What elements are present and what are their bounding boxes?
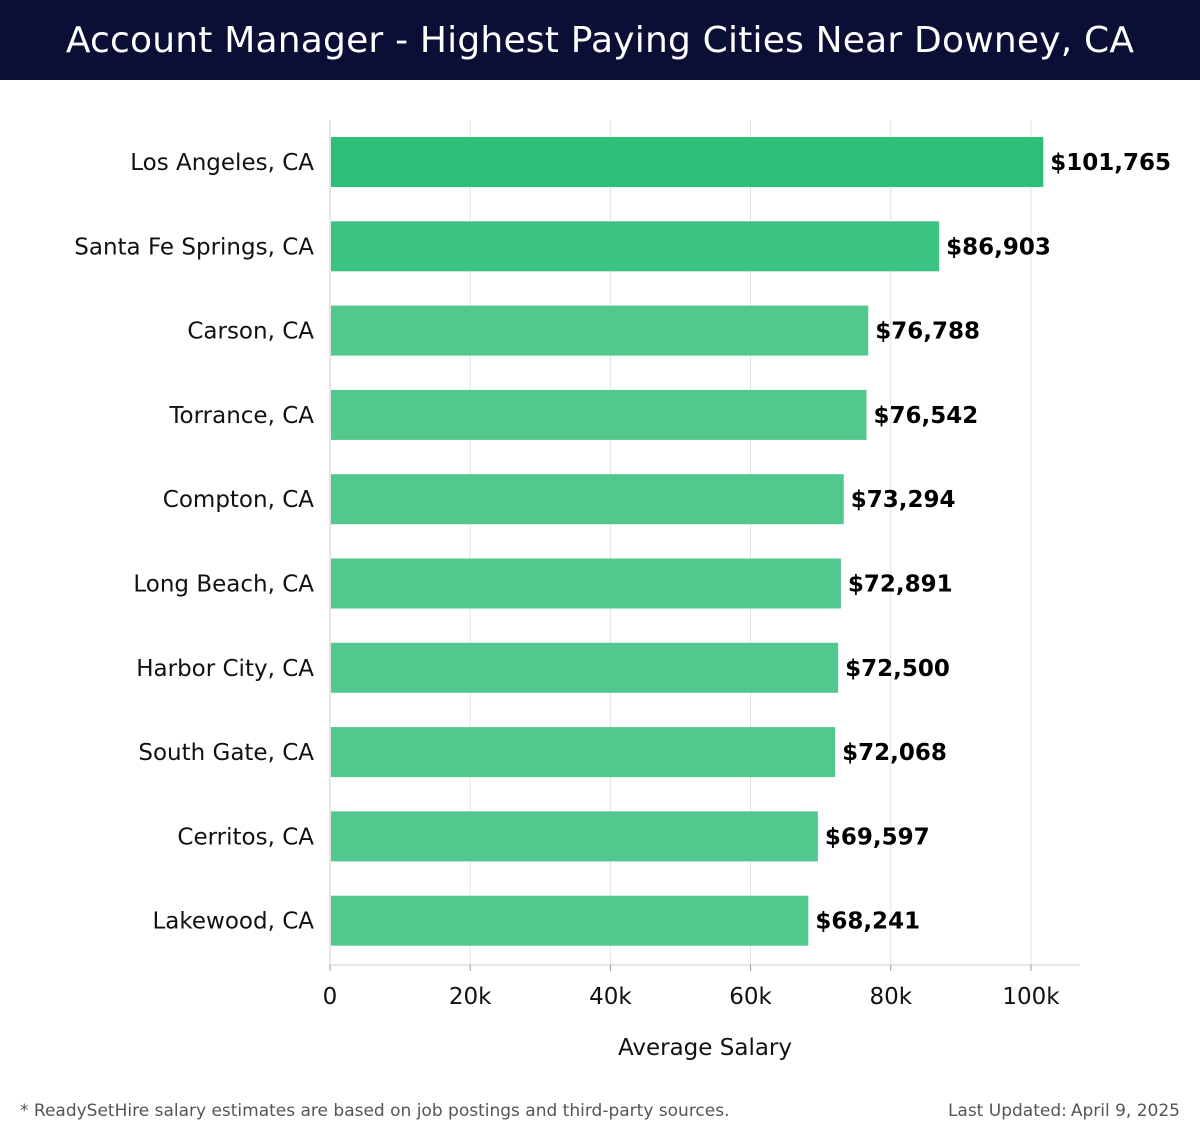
bar	[331, 389, 867, 440]
x-tick-label: 0	[323, 984, 338, 1010]
last-updated-date: April 9, 2025	[1070, 1101, 1180, 1121]
bar	[331, 727, 836, 778]
category-label: Torrance, CA	[168, 403, 314, 429]
category-label: Carson, CA	[187, 319, 314, 345]
category-label: Long Beach, CA	[133, 572, 314, 598]
category-label: Cerritos, CA	[177, 824, 314, 850]
value-label: $68,241	[815, 909, 920, 935]
category-label: Harbor City, CA	[136, 656, 314, 682]
bar	[331, 811, 818, 862]
x-tick-label: 20k	[449, 984, 492, 1010]
header-bar: Account Manager - Highest Paying Cities …	[0, 0, 1200, 80]
last-updated: Last Updated: April 9, 2025	[944, 1101, 1180, 1121]
value-label: $69,597	[825, 824, 930, 850]
footnote: * ReadySetHire salary estimates are base…	[20, 1101, 730, 1121]
value-label: $72,068	[842, 740, 947, 766]
value-label: $76,788	[875, 319, 980, 345]
value-label: $76,542	[874, 403, 979, 429]
bars	[331, 137, 1044, 946]
chart-title: Account Manager - Highest Paying Cities …	[65, 19, 1135, 61]
x-axis: 0 20k 40k 60k 80k 100k	[323, 120, 1080, 1010]
category-label: Santa Fe Springs, CA	[74, 234, 314, 260]
value-label: $72,500	[845, 656, 950, 682]
bar	[331, 558, 841, 609]
bar	[331, 305, 869, 356]
bar	[331, 474, 844, 525]
category-labels: Los Angeles, CA Santa Fe Springs, CA Carso…	[74, 150, 314, 935]
bar	[331, 895, 809, 946]
x-tick-label: 80k	[869, 984, 912, 1010]
category-label: South Gate, CA	[138, 740, 314, 766]
value-labels: $101,765 $86,903 $76,788 $76,542 $73,294 $72,…	[815, 150, 1171, 935]
value-label: $86,903	[946, 234, 1051, 260]
salary-bar-chart: Los Angeles, CA Santa Fe Springs, CA Carso…	[74, 120, 1171, 1061]
bar	[331, 137, 1044, 187]
x-axis-title: Average Salary	[618, 1035, 792, 1061]
bar	[331, 642, 839, 693]
last-updated-label: Last Updated:	[947, 1101, 1067, 1121]
x-tick-label: 40k	[589, 984, 632, 1010]
value-label: $72,891	[848, 572, 953, 598]
category-label: Compton, CA	[163, 487, 314, 513]
bar	[331, 221, 940, 272]
x-tick-label: 100k	[1002, 984, 1060, 1010]
x-tick-label: 60k	[729, 984, 772, 1010]
value-label: $73,294	[851, 487, 956, 513]
value-label: $101,765	[1050, 150, 1171, 176]
category-label: Lakewood, CA	[152, 909, 314, 935]
category-label: Los Angeles, CA	[130, 150, 314, 176]
